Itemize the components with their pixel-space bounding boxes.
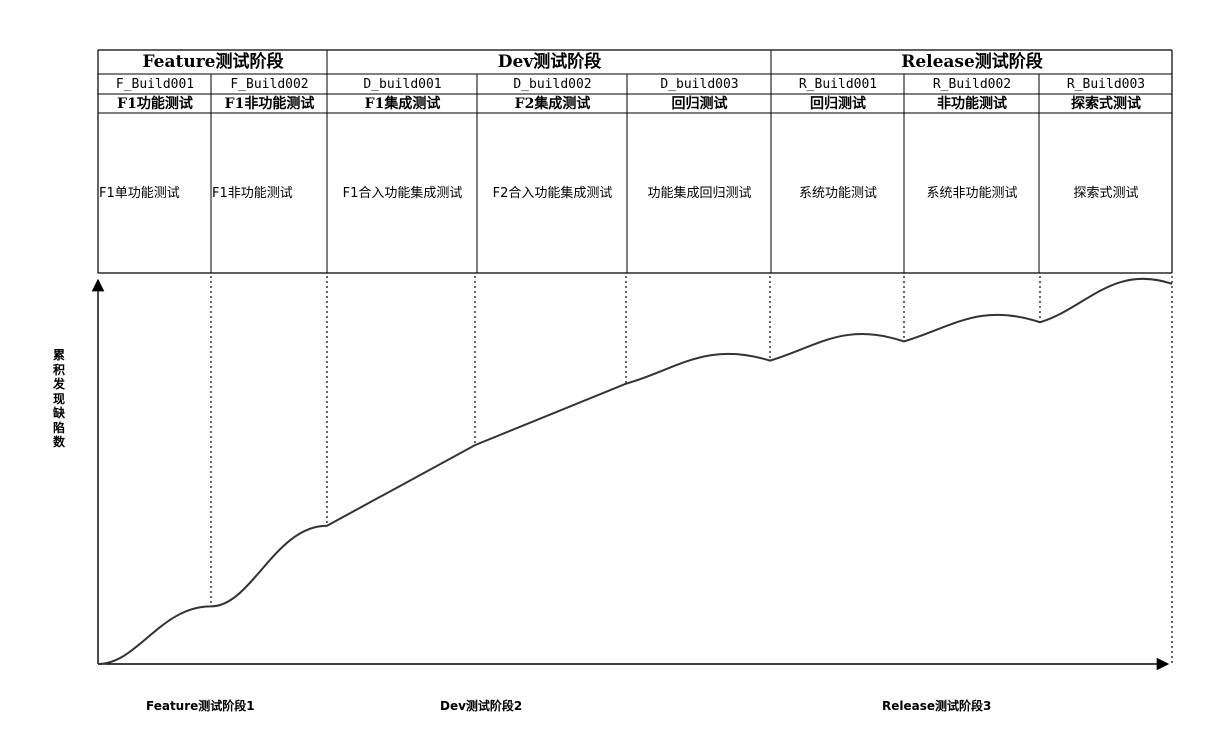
- x-label-release: Release测试阶段3: [882, 699, 992, 713]
- build-cell: D_build001: [363, 77, 442, 92]
- description-cell: F1非功能测试: [212, 186, 293, 201]
- description-cell: 系统非功能测试: [926, 186, 1018, 201]
- stage-header-dev: Dev测试阶段: [497, 52, 602, 72]
- description-cell: F1合入功能集成测试: [342, 186, 463, 201]
- cumulative-defect-curve: [97, 277, 1173, 665]
- build-cell: F_Build001: [115, 77, 195, 92]
- description-cell: 探索式测试: [1073, 186, 1139, 201]
- x-label-feature: Feature测试阶段1: [146, 699, 255, 713]
- test-type-cell: F1功能测试: [117, 96, 193, 112]
- test-type-cell: 探索式测试: [1071, 96, 1141, 112]
- build-cell: D_build003: [660, 77, 739, 92]
- stage-header-release: Release测试阶段: [901, 52, 1043, 72]
- build-cell: R_Build001: [798, 77, 878, 92]
- description-cell: F1单功能测试: [99, 186, 180, 201]
- build-cell: R_Build003: [1066, 77, 1146, 92]
- build-cell: D_build002: [513, 77, 592, 92]
- description-cell: 系统功能测试: [798, 186, 877, 201]
- description-cell: 功能集成回归测试: [647, 186, 752, 201]
- build-cell: F_Build002: [230, 77, 309, 92]
- test-type-cell: 非功能测试: [937, 96, 1007, 112]
- test-type-cell: F1集成测试: [364, 96, 441, 112]
- description-cell: F2合入功能集成测试: [492, 186, 613, 201]
- stage-header-feature: Feature测试阶段: [142, 52, 284, 72]
- y-axis-label: 累积发现缺陷数: [52, 348, 65, 449]
- test-type-cell: F2集成测试: [514, 96, 591, 112]
- build-cell: R_Build002: [932, 77, 1012, 92]
- test-type-cell: 回归测试: [671, 96, 728, 112]
- x-label-dev: Dev测试阶段2: [440, 699, 523, 713]
- test-type-cell: F1非功能测试: [224, 96, 315, 112]
- test-type-cell: 回归测试: [810, 96, 866, 112]
